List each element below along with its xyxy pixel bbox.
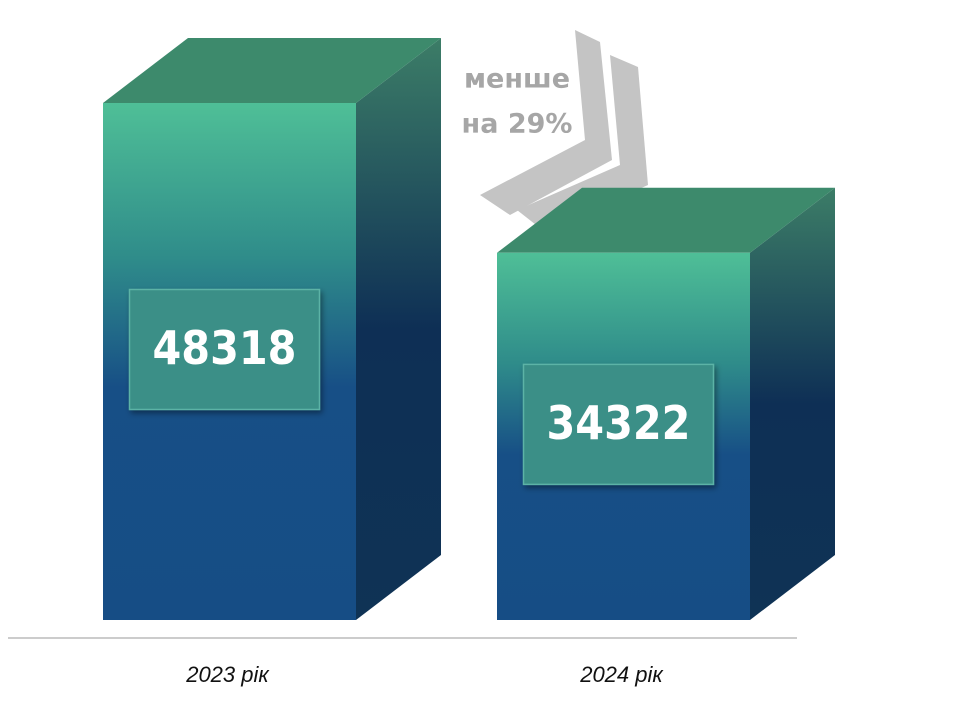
x-tick-label: 2023 рік xyxy=(185,662,270,687)
decrease-arrow xyxy=(480,30,648,232)
value-label: 34322 xyxy=(547,396,691,450)
x-tick-label: 2024 рік xyxy=(579,662,664,687)
bar-top xyxy=(103,38,441,103)
bar-side xyxy=(750,187,835,620)
value-label-box xyxy=(522,363,715,486)
bar-side xyxy=(356,38,441,620)
value-label: 48318 xyxy=(153,321,297,375)
bar-top xyxy=(497,187,835,253)
annotation: на 29% xyxy=(462,109,573,140)
value-label-box xyxy=(128,288,321,411)
annotation: менше xyxy=(464,64,570,95)
